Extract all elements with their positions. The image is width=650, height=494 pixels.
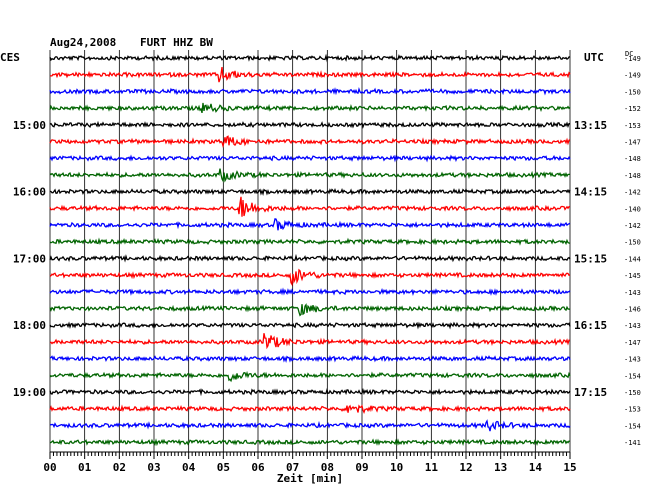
dc-offset-label: -143 xyxy=(624,289,641,297)
dc-offset-label: -153 xyxy=(624,122,641,130)
right-hour-label: 17:15 xyxy=(574,386,607,399)
trace-labels: 15:00 16:00 17:00 18:00 19:00 13:15 14:15 15:15… xyxy=(13,55,641,447)
dc-offset-label: -140 xyxy=(624,205,641,213)
x-tick-label: 06 xyxy=(251,461,265,474)
dc-offset-label: -153 xyxy=(624,406,641,414)
x-axis: 00 01 02 03 04 05 06 07 08 09 10 11 12 13 14 15 xyxy=(43,451,577,474)
left-hour-label: 15:00 xyxy=(13,119,46,132)
trace-13 xyxy=(49,268,571,287)
x-tick-label: 01 xyxy=(78,461,92,474)
x-tick-label: 08 xyxy=(321,461,334,474)
dc-offset-label: -154 xyxy=(624,422,641,430)
trace-10 xyxy=(49,218,571,231)
left-hour-label: 16:00 xyxy=(13,186,46,199)
trace-22 xyxy=(49,419,571,432)
dc-offset-label: -150 xyxy=(624,389,641,397)
right-hour-label: 13:15 xyxy=(574,119,607,132)
time-grid xyxy=(49,50,571,452)
header-date: Aug24,2008 xyxy=(50,36,116,49)
right-hour-label: 16:15 xyxy=(574,319,607,332)
x-tick-label: 05 xyxy=(217,461,230,474)
dc-offset-label: -149 xyxy=(624,55,641,63)
x-tick-label: 12 xyxy=(459,461,472,474)
trace-12 xyxy=(49,253,571,263)
trace-5 xyxy=(49,135,571,149)
dc-offset-label: -152 xyxy=(624,105,641,113)
trace-0 xyxy=(49,53,571,63)
trace-14 xyxy=(49,287,571,296)
dc-offset-label: -148 xyxy=(624,155,641,163)
trace-16 xyxy=(49,321,571,330)
dc-offset-label: -148 xyxy=(624,172,641,180)
right-hour-label: 15:15 xyxy=(574,252,607,265)
dc-offset-label: -150 xyxy=(624,88,641,96)
trace-20 xyxy=(49,387,571,397)
trace-17 xyxy=(49,333,571,350)
x-tick-label: 04 xyxy=(182,461,196,474)
trace-21 xyxy=(49,404,571,415)
x-tick-label: 09 xyxy=(355,461,368,474)
trace-11 xyxy=(49,237,571,246)
trace-18 xyxy=(49,355,571,363)
x-tick-label: 02 xyxy=(113,461,126,474)
trace-23 xyxy=(49,438,570,447)
x-tick-label: 10 xyxy=(390,461,403,474)
trace-19 xyxy=(49,370,571,383)
trace-4 xyxy=(49,120,570,129)
left-hour-label: 18:00 xyxy=(13,319,46,332)
dc-offset-label: -146 xyxy=(624,306,641,314)
right-hour-label: 14:15 xyxy=(574,186,607,199)
x-tick-label: 00 xyxy=(43,461,56,474)
x-tick-label: 15 xyxy=(563,461,576,474)
header-station: FURT HHZ BW xyxy=(140,36,213,49)
trace-7 xyxy=(49,168,571,183)
right-timezone: UTC xyxy=(584,51,604,64)
trace-1 xyxy=(49,67,571,83)
x-axis-label: Zeit [min] xyxy=(277,472,343,485)
dc-offset-label: -147 xyxy=(624,139,641,147)
x-tick-label: 07 xyxy=(286,461,299,474)
x-tick-label: 14 xyxy=(529,461,543,474)
trace-15 xyxy=(49,303,571,317)
trace-3 xyxy=(49,102,571,114)
x-tick-label: 11 xyxy=(425,461,439,474)
dc-offset-label: -143 xyxy=(624,356,641,364)
dc-offset-label: -154 xyxy=(624,372,641,380)
dc-offset-label: -144 xyxy=(624,255,641,263)
left-timezone: CES xyxy=(0,51,20,64)
dc-offset-label: -142 xyxy=(624,189,641,197)
dc-label: DC xyxy=(625,50,633,58)
dc-offset-label: -142 xyxy=(624,222,641,230)
seismogram-traces xyxy=(49,53,571,447)
trace-2 xyxy=(49,87,571,96)
dc-offset-label: -145 xyxy=(624,272,641,280)
dc-offset-label: -149 xyxy=(624,72,641,80)
dc-offset-label: -141 xyxy=(624,439,641,447)
trace-6 xyxy=(49,154,571,163)
x-tick-label: 03 xyxy=(147,461,160,474)
x-tick-label: 13 xyxy=(494,461,507,474)
trace-8 xyxy=(49,188,571,196)
dc-offset-label: -147 xyxy=(624,339,641,347)
trace-9 xyxy=(49,196,571,217)
dc-offset-label: -143 xyxy=(624,322,641,330)
dc-offset-label: -150 xyxy=(624,239,641,247)
left-hour-label: 19:00 xyxy=(13,386,46,399)
left-hour-label: 17:00 xyxy=(13,252,46,265)
